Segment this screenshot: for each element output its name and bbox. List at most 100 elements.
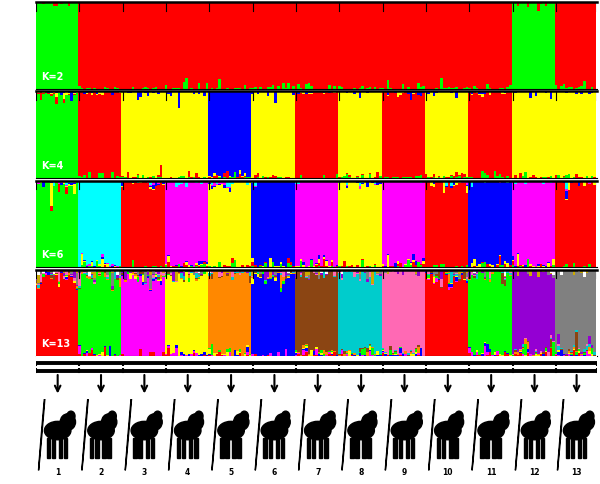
Bar bbox=[484, 279, 486, 280]
Bar bbox=[70, 276, 73, 277]
Bar bbox=[466, 91, 468, 92]
Bar bbox=[415, 272, 417, 274]
Bar bbox=[127, 182, 129, 267]
Bar bbox=[203, 261, 206, 262]
Bar bbox=[91, 348, 94, 350]
Bar bbox=[315, 347, 318, 348]
Bar bbox=[412, 181, 415, 254]
Bar bbox=[481, 353, 484, 356]
Bar bbox=[86, 2, 88, 88]
Bar bbox=[206, 271, 208, 355]
Bar bbox=[229, 352, 231, 356]
Bar bbox=[35, 95, 37, 178]
Bar bbox=[430, 91, 433, 177]
Bar bbox=[499, 270, 502, 271]
Bar bbox=[480, 439, 484, 458]
Bar bbox=[455, 270, 458, 271]
Bar bbox=[111, 270, 114, 272]
Bar bbox=[155, 266, 157, 267]
Bar bbox=[121, 354, 124, 356]
Bar bbox=[155, 182, 157, 185]
Bar bbox=[366, 270, 369, 279]
Bar bbox=[565, 93, 568, 175]
Bar bbox=[478, 94, 481, 178]
Bar bbox=[211, 272, 213, 273]
Bar bbox=[310, 93, 313, 178]
Bar bbox=[165, 2, 167, 86]
Bar bbox=[323, 94, 325, 175]
Bar bbox=[568, 174, 570, 178]
Bar bbox=[160, 91, 162, 166]
Bar bbox=[305, 270, 308, 276]
Bar bbox=[517, 2, 519, 6]
Bar bbox=[200, 276, 203, 354]
Ellipse shape bbox=[407, 414, 422, 430]
Bar bbox=[86, 351, 88, 353]
Bar bbox=[535, 96, 537, 178]
Bar bbox=[420, 2, 422, 87]
Bar bbox=[539, 4, 542, 89]
Bar bbox=[213, 353, 216, 356]
Bar bbox=[155, 2, 157, 87]
Bar bbox=[443, 91, 445, 176]
Bar bbox=[267, 270, 269, 271]
Bar bbox=[553, 182, 555, 259]
Bar bbox=[211, 270, 213, 271]
Bar bbox=[152, 182, 155, 185]
Bar bbox=[578, 91, 580, 178]
Bar bbox=[557, 344, 560, 346]
Bar bbox=[200, 2, 203, 89]
Bar bbox=[417, 353, 420, 355]
Bar bbox=[172, 88, 175, 89]
Bar bbox=[80, 181, 83, 253]
Bar bbox=[60, 4, 63, 89]
Bar bbox=[412, 2, 415, 89]
Bar bbox=[532, 3, 535, 89]
Bar bbox=[400, 91, 402, 92]
Bar bbox=[70, 186, 73, 267]
Bar bbox=[578, 270, 580, 272]
Bar bbox=[167, 94, 170, 178]
Bar bbox=[111, 266, 114, 267]
Bar bbox=[208, 355, 211, 356]
Bar bbox=[277, 2, 280, 86]
Bar bbox=[496, 354, 499, 356]
Bar bbox=[323, 182, 325, 256]
Bar bbox=[435, 2, 437, 88]
Bar bbox=[106, 264, 109, 267]
Bar bbox=[298, 93, 300, 94]
Bar bbox=[539, 353, 542, 356]
Bar bbox=[484, 343, 486, 346]
Bar bbox=[318, 353, 320, 354]
Bar bbox=[514, 349, 517, 351]
Bar bbox=[101, 259, 104, 267]
Bar bbox=[547, 272, 550, 275]
Bar bbox=[504, 352, 506, 356]
Bar bbox=[307, 439, 310, 458]
Bar bbox=[35, 182, 37, 267]
Bar bbox=[213, 185, 216, 187]
Bar bbox=[527, 272, 529, 274]
Bar bbox=[412, 93, 415, 94]
Bar bbox=[91, 261, 94, 266]
Bar bbox=[111, 181, 114, 264]
Bar bbox=[353, 272, 356, 277]
Ellipse shape bbox=[147, 414, 162, 430]
Bar bbox=[529, 266, 532, 267]
Bar bbox=[216, 175, 218, 178]
Bar bbox=[437, 272, 440, 278]
Bar bbox=[502, 273, 504, 285]
Bar bbox=[73, 183, 76, 184]
Bar bbox=[371, 355, 374, 356]
Bar bbox=[142, 2, 145, 89]
Bar bbox=[376, 2, 379, 89]
Bar bbox=[506, 183, 509, 263]
Bar bbox=[124, 182, 127, 267]
Bar bbox=[346, 266, 349, 267]
Bar bbox=[76, 181, 78, 267]
Bar bbox=[302, 272, 305, 345]
Bar bbox=[50, 92, 53, 93]
Bar bbox=[411, 439, 414, 458]
Bar bbox=[80, 271, 83, 274]
Text: 11: 11 bbox=[486, 469, 496, 477]
